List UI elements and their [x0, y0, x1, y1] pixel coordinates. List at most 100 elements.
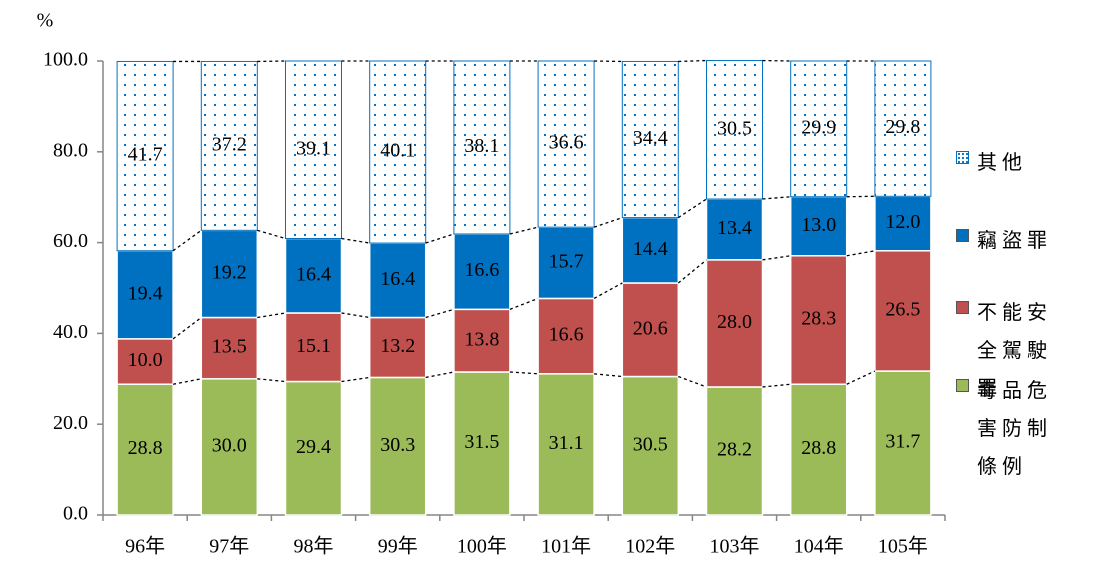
value-label: 31.1 — [549, 432, 584, 454]
x-tick-label: 97年 — [209, 535, 249, 558]
legend-label: 不能安全駕駛罪 — [977, 302, 1052, 400]
value-label: 36.6 — [549, 132, 584, 154]
connector-line — [172, 316, 202, 340]
bar-segment — [200, 60, 258, 231]
connector-line — [762, 383, 791, 388]
value-label: 34.4 — [633, 127, 668, 149]
value-label: 31.5 — [464, 431, 499, 453]
x-tick-label: 96年 — [125, 535, 165, 558]
value-label: 28.0 — [717, 311, 752, 333]
value-label: 19.2 — [212, 262, 247, 284]
connector-line — [172, 229, 202, 252]
value-label: 13.8 — [464, 328, 499, 350]
connector-line — [762, 196, 791, 200]
bar-segment — [621, 375, 680, 516]
value-label: 13.4 — [717, 217, 752, 239]
bar-segment — [874, 370, 932, 516]
bar-segment — [790, 60, 848, 198]
x-tick-label: 98年 — [294, 535, 334, 558]
value-label: 30.5 — [717, 117, 752, 139]
y-tick-label: 20.0 — [53, 412, 88, 434]
value-label: 16.4 — [380, 268, 415, 290]
bar-segment — [116, 60, 174, 252]
value-label: 10.0 — [128, 349, 163, 371]
connector-line — [257, 229, 286, 240]
value-label: 19.4 — [128, 282, 163, 304]
bar-segment — [621, 216, 680, 284]
legend-swatch — [956, 301, 969, 314]
bar-segment — [874, 250, 932, 372]
bar-segment — [116, 250, 174, 340]
y-tick-label: 100.0 — [43, 49, 88, 71]
x-tick-label: 105年 — [878, 535, 928, 558]
bar-segment — [284, 237, 343, 314]
value-label: 28.3 — [801, 308, 836, 330]
bar-segment — [537, 60, 595, 228]
value-label: 13.5 — [212, 336, 247, 358]
bar-segment — [284, 312, 343, 383]
legend-item: 其他 — [956, 144, 1073, 182]
value-label: 29.4 — [296, 436, 331, 458]
legend-item: 不能安全駕駛罪 — [956, 294, 1073, 408]
value-label: 15.7 — [549, 250, 584, 272]
value-label: 39.1 — [296, 137, 331, 159]
bar-segment — [621, 282, 680, 378]
bar-segment — [789, 195, 848, 257]
legend-label: 其他 — [977, 152, 1027, 174]
connector-line — [677, 198, 707, 219]
connector-line — [341, 376, 370, 383]
legend-swatch — [956, 379, 969, 392]
x-tick-label: 99年 — [378, 535, 418, 558]
connector-line — [341, 312, 370, 319]
value-label: 37.2 — [212, 133, 247, 155]
x-tick-label: 100年 — [457, 535, 507, 558]
value-label: 15.1 — [296, 335, 331, 357]
y-tick-label: 40.0 — [53, 321, 88, 343]
x-tick-label: 104年 — [794, 535, 844, 558]
connector-line — [425, 308, 455, 319]
bar-segment — [200, 378, 259, 516]
bar-segment — [706, 60, 763, 200]
value-label: 29.9 — [801, 116, 836, 138]
bar-segment — [453, 60, 511, 235]
bar-segment — [200, 229, 259, 319]
connector-line — [846, 250, 876, 257]
value-label: 41.7 — [128, 144, 163, 166]
connector-line — [593, 282, 623, 300]
bar-segment — [789, 255, 848, 385]
bar-segment — [453, 308, 511, 373]
connector-line — [509, 297, 539, 310]
value-label: 28.8 — [128, 437, 163, 459]
value-label: 30.0 — [212, 434, 247, 456]
value-label: 16.6 — [464, 259, 499, 281]
value-label: 20.6 — [633, 317, 668, 339]
bar-segment — [537, 297, 595, 375]
connector-line — [341, 237, 370, 244]
value-label: 30.5 — [633, 433, 668, 455]
connector-line — [509, 371, 539, 375]
connector-line — [593, 217, 623, 228]
legend-swatch — [956, 151, 969, 164]
bar-segment — [453, 371, 511, 516]
value-label: 38.1 — [464, 135, 499, 157]
legend-swatch — [956, 229, 969, 242]
legend-item: 毒品危害防制條例 — [956, 372, 1073, 486]
bar-segment — [116, 338, 174, 385]
value-label: 40.1 — [380, 140, 415, 162]
connector-line — [762, 255, 791, 261]
connector-line — [678, 375, 707, 388]
bar-segment — [285, 60, 342, 240]
connector-line — [846, 370, 876, 385]
connector-line — [425, 371, 455, 379]
y-tick-label: 80.0 — [53, 139, 88, 161]
bar-segment — [705, 386, 764, 516]
bar-segment — [621, 60, 679, 219]
bar-segment — [369, 60, 427, 244]
connector-line — [257, 312, 286, 319]
value-label: 13.0 — [801, 214, 836, 236]
value-label: 29.8 — [885, 116, 920, 138]
value-label: 16.4 — [296, 263, 331, 285]
bar-segment — [453, 233, 511, 311]
